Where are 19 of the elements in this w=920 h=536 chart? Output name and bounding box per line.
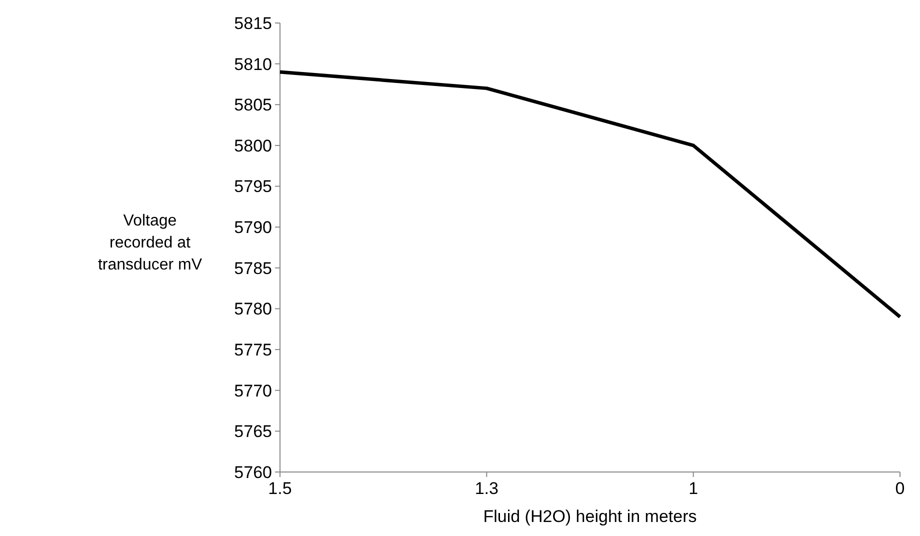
y-tick-label: 5815 xyxy=(234,14,272,33)
line-series xyxy=(278,70,902,319)
x-tick-label: 1.5 xyxy=(268,479,292,498)
y-axis-title: Voltage recorded at transducer mV xyxy=(98,212,202,274)
y-tick-label: 5765 xyxy=(234,422,272,442)
y-tick-label: 5795 xyxy=(234,177,272,196)
y-tick-label: 5790 xyxy=(234,218,272,238)
y-tick-label: 5800 xyxy=(234,136,272,156)
x-tick-label: 1.3 xyxy=(474,479,498,498)
y-tick-label: 5780 xyxy=(234,300,272,319)
y-tick-label: 5760 xyxy=(234,462,272,482)
y-tick-label: 5770 xyxy=(234,381,272,400)
x-axis-title: Fluid (H2O) height in meters xyxy=(483,507,697,526)
y-tick-label: 5775 xyxy=(234,340,272,360)
y-tick-label: 5810 xyxy=(234,54,272,74)
y-tick-label: 5805 xyxy=(234,96,272,115)
y-tick-label: 5785 xyxy=(234,258,272,278)
x-tick-label: 1 xyxy=(688,479,698,498)
x-tick-label: 0 xyxy=(895,479,905,498)
